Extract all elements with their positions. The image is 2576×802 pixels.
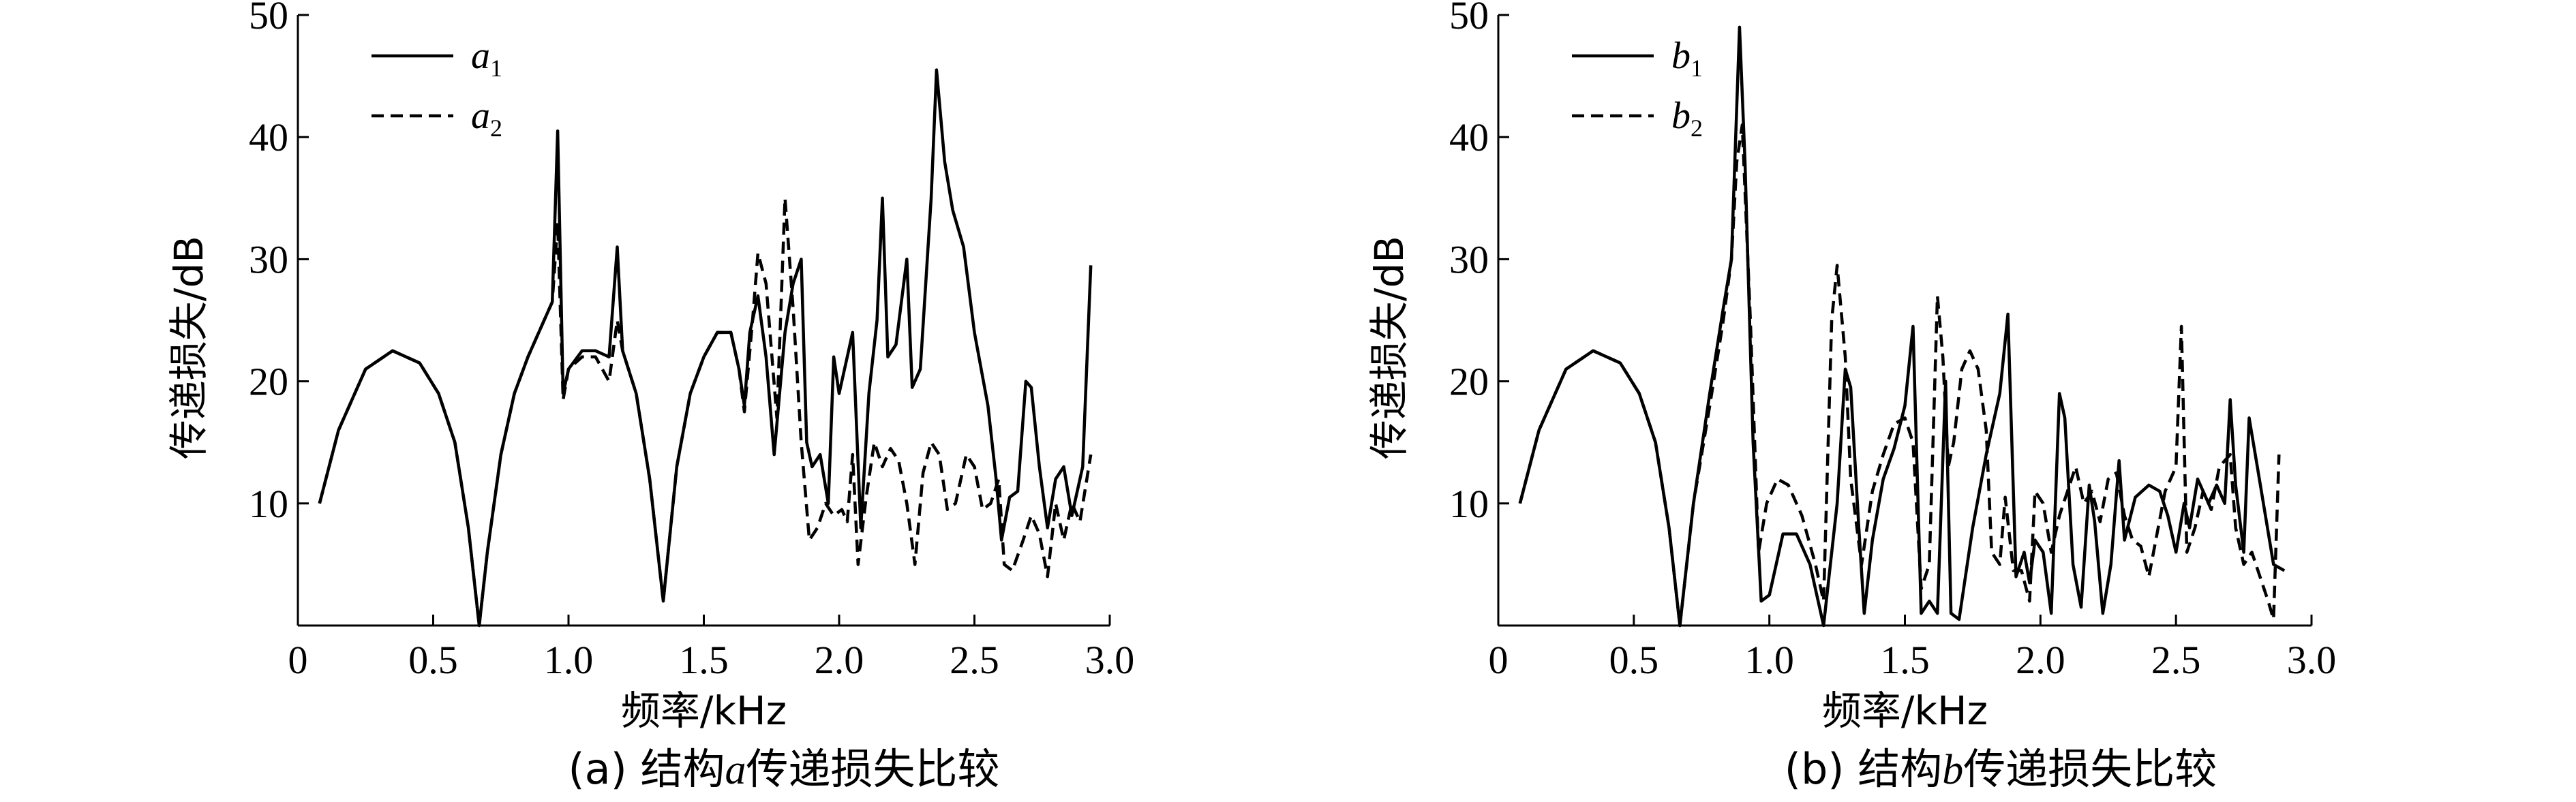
y-tick-label: 40 (249, 115, 288, 159)
x-tick-label: 0.5 (408, 638, 458, 682)
y-tick-label: 30 (1449, 237, 1489, 281)
x-tick-label: 0.5 (1609, 638, 1659, 682)
y-tick-label: 50 (249, 0, 288, 37)
y-tick-label: 20 (249, 360, 288, 404)
panel-caption: (a) 结构a传递损失比较 (568, 744, 999, 794)
x-axis-label: 频率/kHz (1822, 688, 1988, 734)
x-tick-label: 1.0 (1744, 638, 1794, 682)
caption-var: b (1942, 747, 1963, 793)
x-tick-label: 2.5 (2151, 638, 2201, 682)
legend-label-a2: a2 (471, 95, 502, 142)
x-tick-label: 0 (288, 638, 308, 682)
legend-var: b (1671, 35, 1691, 77)
caption-var: a (725, 747, 746, 793)
x-tick-label: 1.5 (679, 638, 729, 682)
series-line-a1 (318, 68, 1093, 628)
y-tick-label: 20 (1449, 360, 1489, 404)
legend-var: b (1671, 95, 1691, 137)
series-line-b1 (1518, 25, 2286, 628)
legend-sub: 1 (490, 55, 502, 82)
series-line-a2 (318, 196, 1093, 628)
legend-sub: 2 (490, 114, 502, 142)
caption-prefix: (b) 结构 (1785, 744, 1942, 794)
y-tick-label: 50 (1449, 0, 1489, 37)
legend-sub: 2 (1691, 114, 1703, 142)
y-tick-label: 30 (249, 237, 288, 281)
panel-a: 0 0.5 1.0 1.5 2.0 2.5 3.0 10 20 30 40 50 频率/kHz 传递损失/… (166, 0, 1134, 794)
y-tick-label: 10 (249, 482, 288, 526)
legend-var: a (471, 35, 490, 77)
caption-suffix: 传递损失比较 (1963, 744, 2217, 794)
x-tick-label: 1.0 (544, 638, 594, 682)
panel-b: 0 0.5 1.0 1.5 2.0 2.5 3.0 10 20 30 40 50 频率/kHz 传递损失/… (1366, 0, 2336, 794)
caption-prefix: (a) 结构 (568, 744, 725, 794)
x-tick-label: 0 (1489, 638, 1509, 682)
y-tick-label: 10 (1449, 482, 1489, 526)
x-tick-label: 2.0 (815, 638, 864, 682)
panel-caption: (b) 结构b传递损失比较 (1785, 744, 2217, 794)
legend-sub: 1 (1691, 55, 1703, 82)
legend-label-a1: a1 (471, 35, 502, 82)
x-axis-label: 频率/kHz (621, 688, 787, 734)
y-axis-label: 传递损失/dB (166, 236, 212, 459)
legend-label-b2: b2 (1671, 95, 1703, 142)
caption-suffix: 传递损失比较 (746, 744, 1000, 794)
legend-var: a (471, 95, 490, 137)
x-tick-label: 3.0 (2287, 638, 2337, 682)
x-tick-label: 2.0 (2016, 638, 2065, 682)
legend-label-b1: b1 (1671, 35, 1703, 82)
series-line-b2 (1518, 123, 2281, 628)
y-axis-label: 传递损失/dB (1366, 236, 1412, 459)
x-tick-label: 2.5 (950, 638, 999, 682)
y-tick-label: 40 (1449, 115, 1489, 159)
x-tick-label: 3.0 (1085, 638, 1135, 682)
x-tick-label: 1.5 (1880, 638, 1930, 682)
